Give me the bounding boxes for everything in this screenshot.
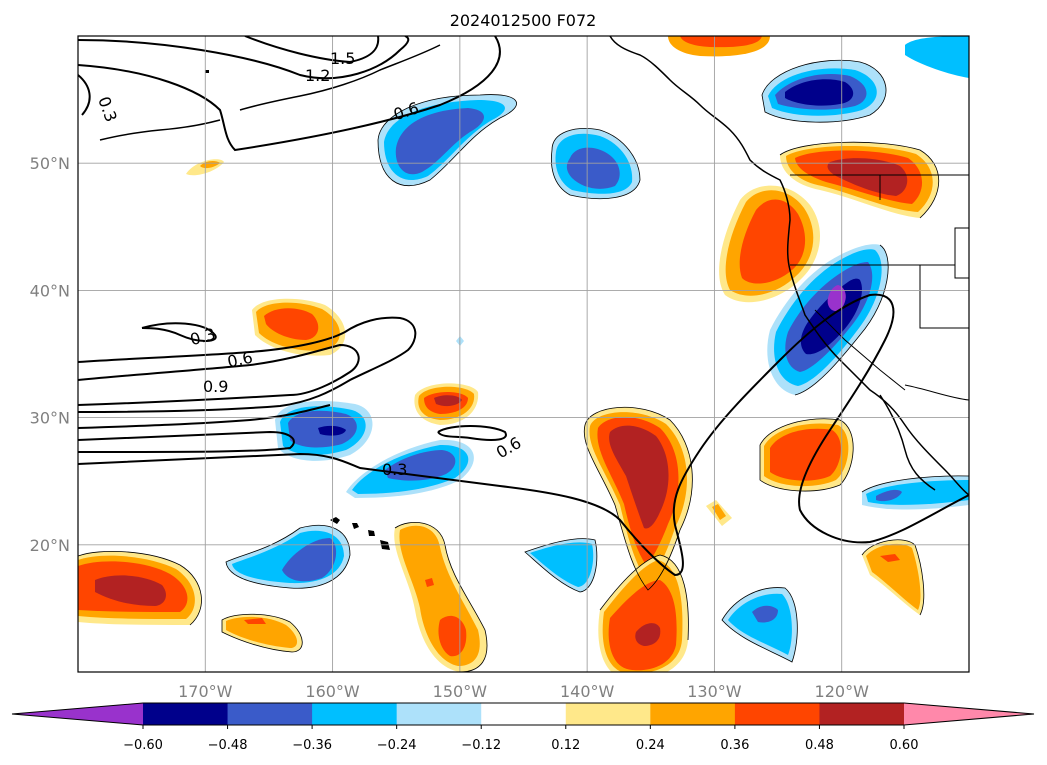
x-tick-label: 160°W bbox=[305, 682, 360, 701]
y-tick-label: 50°N bbox=[30, 154, 70, 173]
positive-anomaly-pacific-nw bbox=[780, 142, 939, 218]
colorbar-swatch bbox=[312, 703, 398, 725]
contour-label: 0.3 bbox=[382, 460, 407, 479]
colorbar-swatch bbox=[565, 703, 651, 725]
x-tick-labels: 170°W 160°W 150°W 140°W 130°W 120°W bbox=[178, 682, 869, 701]
colorbar-tick-label: −0.36 bbox=[292, 738, 332, 753]
negative-anomaly-baja bbox=[862, 475, 969, 510]
negative-anomaly-ne-corner bbox=[905, 36, 969, 78]
colorbar-tick-label: −0.24 bbox=[377, 738, 417, 753]
contour-label: 0.6 bbox=[226, 348, 255, 372]
y-tick-label: 40°N bbox=[30, 281, 70, 300]
x-tick-label: 120°W bbox=[815, 682, 870, 701]
y-tick-label: 30°N bbox=[30, 409, 70, 428]
borders bbox=[790, 174, 969, 401]
x-tick-label: 140°W bbox=[560, 682, 615, 701]
x-tick-label: 170°W bbox=[178, 682, 233, 701]
chart-title: 2024012500 F072 bbox=[450, 11, 597, 30]
positive-anomaly-135w-south bbox=[598, 555, 689, 672]
colorbar-swatch bbox=[650, 703, 736, 725]
positive-anomaly-115w-19n bbox=[862, 539, 924, 615]
positive-anomaly-166w-14n bbox=[222, 614, 303, 652]
positive-anomaly-176w-17n bbox=[78, 551, 202, 625]
colorbar-swatch bbox=[819, 703, 905, 725]
positive-anomaly-130w-north bbox=[668, 36, 770, 57]
colorbar-swatch bbox=[481, 703, 567, 725]
contour-label: 1.5 bbox=[330, 49, 355, 68]
colorbar-tick-label: 0.36 bbox=[720, 738, 749, 753]
colorbar-tick-label: −0.48 bbox=[208, 738, 248, 753]
negative-anomaly-160w bbox=[275, 401, 373, 461]
positive-anomaly-oregon-offshore bbox=[719, 185, 821, 303]
colorbar-swatch bbox=[396, 703, 482, 725]
colorbar-tick-label: 0.48 bbox=[805, 738, 834, 753]
contour-lines bbox=[78, 36, 969, 577]
colorbar-extend-high bbox=[904, 703, 1034, 725]
colorbar bbox=[11, 702, 1035, 729]
colorbar-tick-label: 0.24 bbox=[636, 738, 665, 753]
colorbar-tick-label: −0.60 bbox=[123, 738, 163, 753]
grid-lines bbox=[78, 36, 969, 672]
negative-anomaly-north-pacific bbox=[378, 94, 517, 186]
contour-label: 1.2 bbox=[305, 66, 330, 85]
colorbar-tick-label: −0.12 bbox=[461, 738, 501, 753]
y-tick-labels: 20°N 30°N 40°N 50°N bbox=[30, 154, 70, 555]
contour-label: 0.9 bbox=[203, 377, 228, 396]
negative-anomaly-hawaii-west bbox=[226, 525, 350, 589]
x-tick-label: 130°W bbox=[687, 682, 742, 701]
negative-anomaly-140w bbox=[525, 538, 597, 592]
colorbar-swatch bbox=[143, 703, 229, 725]
x-tick-label: 150°W bbox=[433, 682, 488, 701]
y-tick-label: 20°N bbox=[30, 536, 70, 555]
negative-anomaly-125w-south bbox=[722, 587, 798, 662]
contour-labels: 1.5 1.2 0.6 0.3 0.3 0.6 0.9 0.6 0.3 bbox=[94, 49, 524, 479]
colorbar-swatch bbox=[227, 703, 313, 725]
colorbar-tick-label: 0.12 bbox=[551, 738, 580, 753]
colorbar-tick-label: 0.60 bbox=[890, 738, 919, 753]
colorbar-extend-low bbox=[12, 703, 143, 725]
colorbar-tick-labels: −0.60 −0.48 −0.36 −0.24 −0.12 0.12 0.24 … bbox=[123, 738, 918, 753]
negative-anomaly-bc bbox=[762, 60, 887, 123]
map-frame bbox=[77, 35, 970, 673]
positive-anomaly-135w-central bbox=[584, 407, 693, 590]
colorbar-swatch bbox=[734, 703, 820, 725]
map-area bbox=[78, 36, 969, 672]
positive-anomaly-124w-27n bbox=[760, 418, 854, 492]
